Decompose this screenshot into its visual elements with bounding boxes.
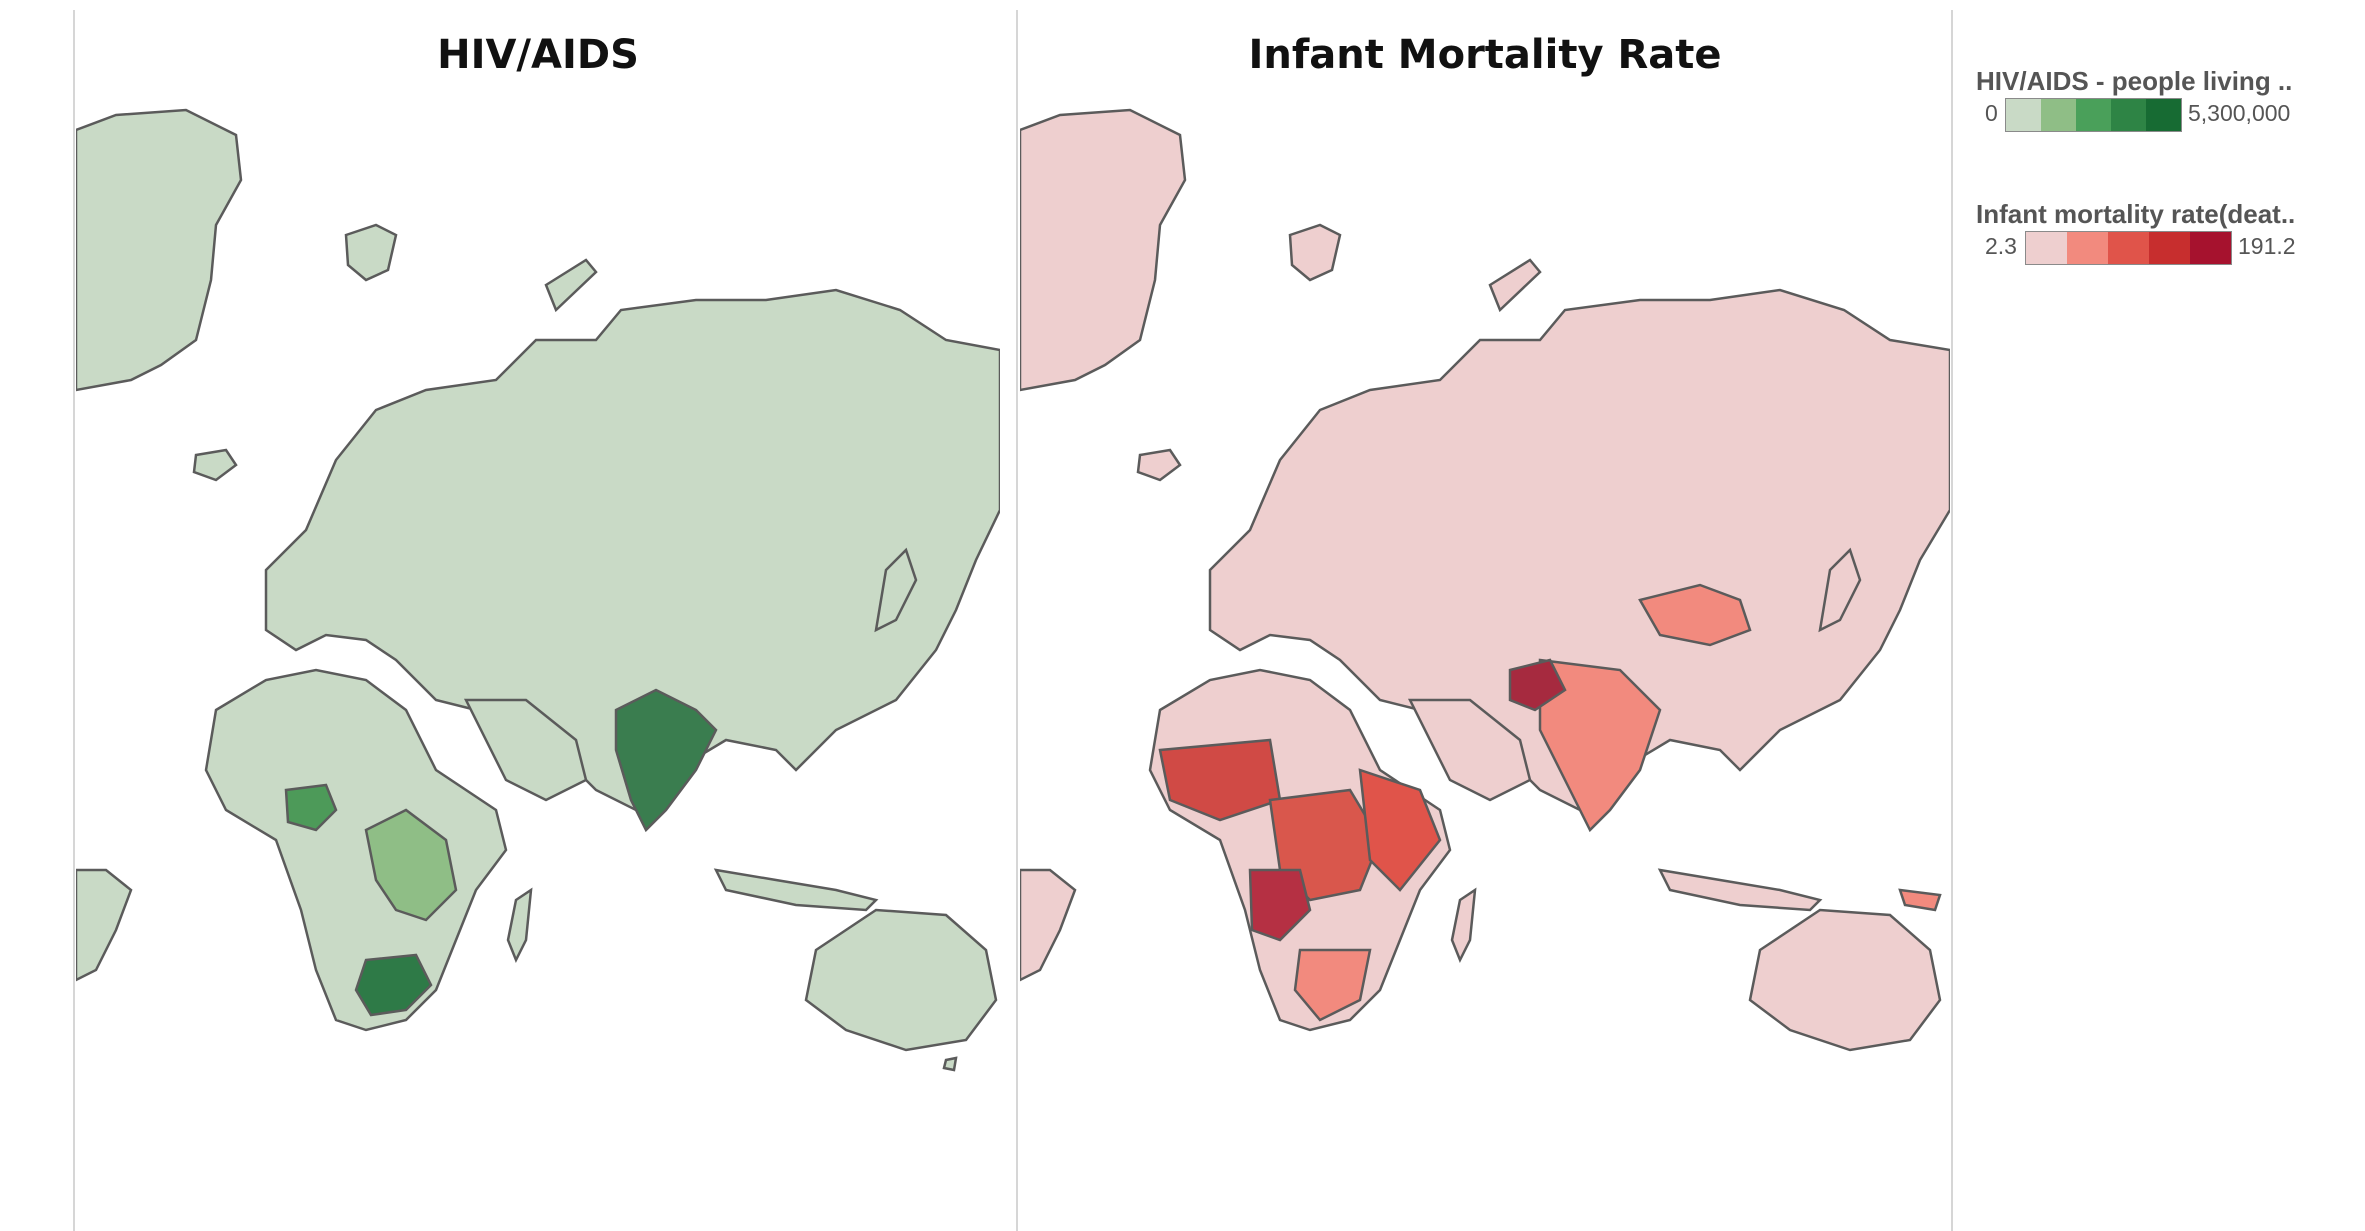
hiv-legend-min: 0 bbox=[1985, 100, 1998, 126]
svalbard bbox=[1288, 223, 1342, 282]
africa bbox=[204, 668, 508, 1032]
hiv-ramp-step-2 bbox=[2041, 99, 2076, 131]
hiv-map-title: HIV/AIDS bbox=[437, 32, 639, 78]
japan bbox=[1818, 547, 1862, 633]
australia bbox=[804, 908, 998, 1052]
eurasia bbox=[264, 288, 1000, 812]
hiv-india bbox=[614, 688, 718, 833]
imr-legend-ramp bbox=[2025, 231, 2232, 265]
indonesia bbox=[713, 868, 879, 912]
imr-map[interactable] bbox=[1020, 10, 1950, 1231]
imr-ramp-step-2 bbox=[2067, 232, 2108, 264]
imr-map-panel[interactable]: Infant Mortality Rate bbox=[1020, 10, 1950, 1231]
imr-legend-min: 2.3 bbox=[1985, 233, 2017, 259]
japan bbox=[874, 547, 918, 633]
novaya-zemlya bbox=[544, 258, 598, 313]
tasmania bbox=[942, 1056, 958, 1072]
indonesia bbox=[1657, 868, 1823, 912]
hiv-ramp-step-5 bbox=[2146, 99, 2181, 131]
imr-ramp-step-3 bbox=[2108, 232, 2149, 264]
hiv-map[interactable] bbox=[76, 10, 1000, 1231]
imr-papua bbox=[1898, 888, 1942, 912]
eurasia bbox=[1208, 288, 1950, 812]
imr-west-africa bbox=[1158, 738, 1282, 822]
panel-divider bbox=[1016, 10, 1018, 1231]
left-border bbox=[73, 10, 75, 1231]
novaya-zemlya bbox=[1488, 258, 1542, 313]
imr-south-asia bbox=[1538, 658, 1662, 833]
imr-map-title: Infant Mortality Rate bbox=[1248, 32, 1722, 78]
hiv-ramp-step-4 bbox=[2111, 99, 2146, 131]
imr-afghanistan bbox=[1508, 658, 1567, 712]
south-america bbox=[76, 868, 133, 982]
iceland bbox=[192, 448, 238, 482]
hiv-map-panel[interactable]: HIV/AIDS bbox=[76, 10, 1000, 1231]
greenland bbox=[76, 108, 243, 392]
hiv-nigeria bbox=[284, 783, 338, 832]
imr-mongolia bbox=[1638, 583, 1752, 647]
svalbard bbox=[344, 223, 398, 282]
madagascar bbox=[1450, 887, 1477, 964]
imr-ramp-step-1 bbox=[2026, 232, 2067, 264]
hiv-ramp-step-3 bbox=[2076, 99, 2111, 131]
arabia bbox=[1407, 698, 1532, 802]
madagascar bbox=[506, 887, 533, 964]
imr-east-africa bbox=[1358, 768, 1442, 892]
imr-ramp-step-5 bbox=[2190, 232, 2231, 264]
imr-legend-title: Infant mortality rate(deat.. bbox=[1976, 199, 2296, 229]
australia bbox=[1748, 908, 1942, 1052]
arabia bbox=[463, 698, 588, 802]
hiv-legend-max: 5,300,000 bbox=[2188, 100, 2291, 126]
greenland bbox=[1020, 108, 1187, 392]
hiv-legend-ramp bbox=[2005, 98, 2182, 132]
imr-southern-africa bbox=[1293, 948, 1372, 1022]
imr-ramp-step-4 bbox=[2149, 232, 2190, 264]
hiv-east-africa bbox=[364, 808, 458, 922]
hiv-legend-title: HIV/AIDS - people living .. bbox=[1976, 66, 2293, 96]
imr-angola bbox=[1248, 868, 1312, 942]
legend-divider bbox=[1951, 10, 1953, 1231]
imr-legend-max: 191.2 bbox=[2238, 233, 2296, 259]
hiv-south-africa bbox=[354, 953, 433, 1017]
hiv-ramp-step-1 bbox=[2006, 99, 2041, 131]
south-america bbox=[1020, 868, 1077, 982]
iceland bbox=[1136, 448, 1182, 482]
